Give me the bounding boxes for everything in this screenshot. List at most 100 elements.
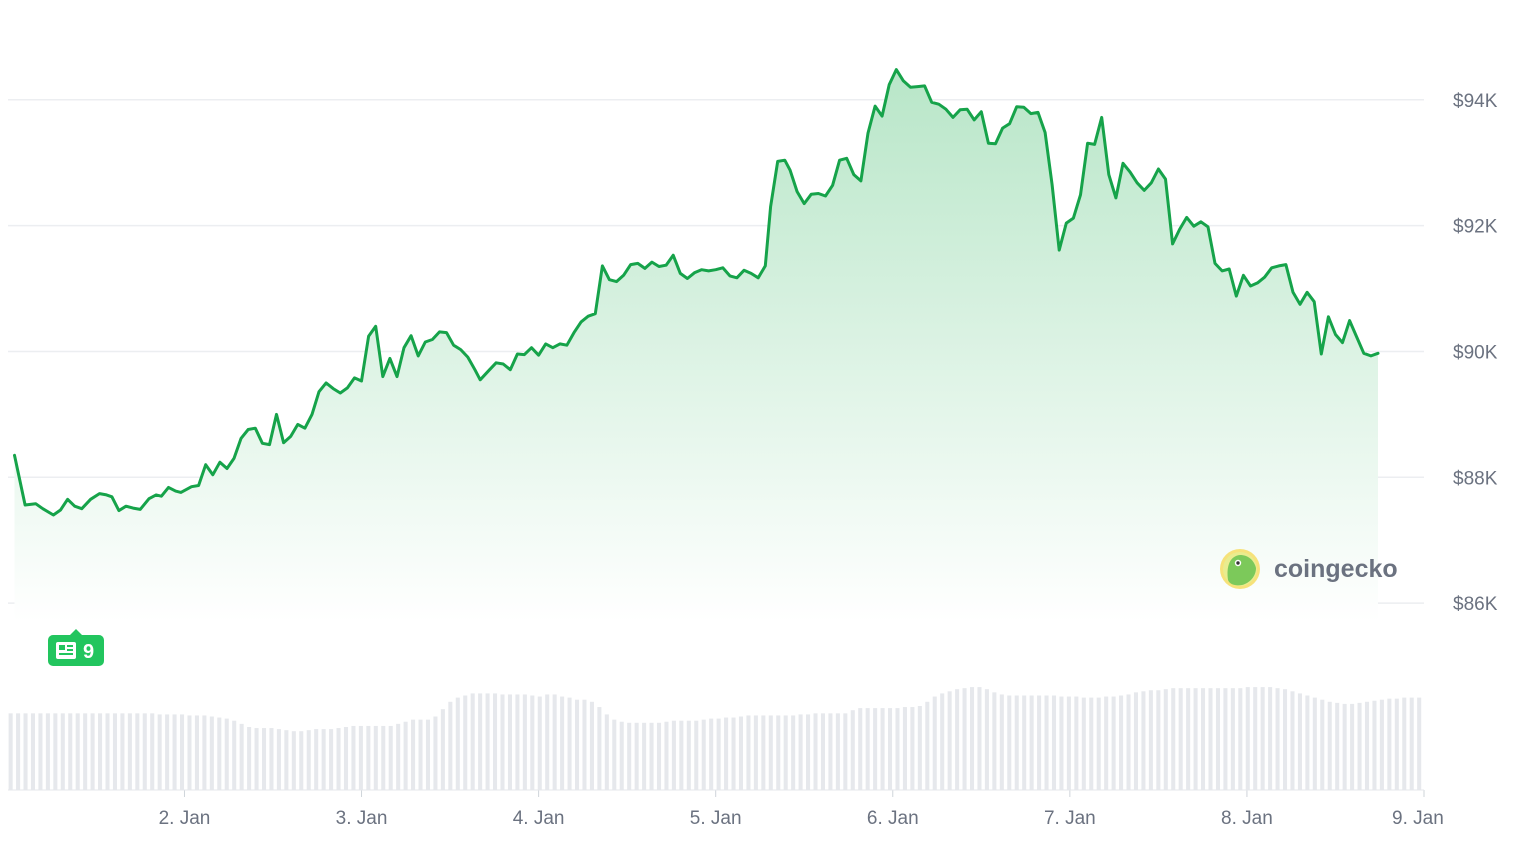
- volume-bar: [910, 707, 915, 790]
- price-point: [860, 180, 862, 182]
- price-point: [1178, 228, 1181, 231]
- volume-bar: [261, 728, 267, 790]
- price-point: [544, 343, 547, 345]
- volume-bar: [388, 725, 393, 790]
- volume-bar: [1290, 691, 1295, 790]
- price-point: [180, 491, 182, 494]
- volume-bar: [895, 708, 900, 790]
- price-point: [240, 437, 242, 440]
- price-point: [714, 268, 717, 271]
- volume-bar: [1051, 695, 1057, 790]
- price-point: [980, 110, 983, 113]
- price-point: [1171, 243, 1174, 245]
- price-point: [566, 344, 568, 347]
- volume-bar: [791, 715, 796, 790]
- volume-bar: [16, 713, 21, 790]
- price-point: [1072, 217, 1075, 219]
- volume-bar: [127, 713, 132, 790]
- volume-bar: [1417, 697, 1422, 790]
- price-point: [580, 321, 582, 323]
- price-point: [629, 263, 632, 266]
- price-point: [509, 368, 512, 371]
- price-point: [784, 159, 786, 161]
- x-axis-ticks: 2. Jan 3. Jan 4. Jan 5. Jan 6. Jan 7. Jan 8. J…: [8, 789, 1444, 829]
- price-point: [1278, 265, 1280, 267]
- x-tick-label: 4. Jan: [513, 808, 565, 829]
- price-point: [916, 85, 919, 88]
- volume-bars: [8, 687, 1422, 790]
- price-point: [98, 492, 101, 495]
- price-point: [52, 514, 55, 516]
- price-point: [523, 353, 526, 356]
- volume-bar: [224, 718, 229, 790]
- volume-bar: [381, 725, 386, 790]
- volume-bar: [709, 718, 714, 790]
- price-point: [1306, 291, 1308, 294]
- price-point: [282, 441, 285, 444]
- price-point: [1136, 182, 1138, 184]
- y-tick-label: $94K: [1453, 91, 1498, 112]
- price-point: [881, 115, 883, 117]
- x-tick-label: 8. Jan: [1221, 808, 1273, 829]
- volume-bar: [537, 696, 542, 790]
- price-point: [959, 109, 961, 111]
- volume-bar: [1223, 688, 1228, 790]
- volume-bar: [1089, 697, 1094, 790]
- price-point: [1122, 162, 1124, 165]
- volume-bar: [202, 715, 207, 790]
- price-point: [1164, 178, 1167, 180]
- volume-bar: [187, 715, 192, 790]
- volume-bar: [1394, 698, 1399, 790]
- price-point: [573, 331, 575, 334]
- brand-name: coingecko: [1274, 555, 1398, 583]
- price-point: [1079, 194, 1082, 196]
- price-point: [831, 184, 834, 187]
- volume-bar: [1037, 695, 1042, 790]
- price-point: [268, 443, 271, 446]
- price-point: [148, 497, 150, 500]
- volume-bar: [1312, 697, 1317, 790]
- volume-bar: [530, 695, 535, 790]
- volume-bar: [1133, 692, 1138, 790]
- price-point: [1327, 316, 1330, 318]
- price-point: [1249, 285, 1252, 287]
- price-point: [1263, 276, 1266, 279]
- price-point: [389, 357, 391, 360]
- price-point: [226, 467, 228, 470]
- volume-bar: [619, 721, 624, 790]
- price-point: [757, 277, 759, 279]
- news-marker[interactable]: 9: [48, 629, 104, 666]
- volume-bar: [411, 719, 416, 790]
- price-point: [1221, 270, 1223, 272]
- volume-bar: [955, 689, 960, 790]
- x-tick-label: 5. Jan: [690, 808, 742, 829]
- price-point: [174, 490, 177, 492]
- volume-bar: [1283, 689, 1288, 790]
- volume-bar: [880, 708, 885, 790]
- volume-bar: [448, 701, 453, 790]
- price-point: [219, 461, 221, 464]
- volume-bar: [1126, 694, 1131, 790]
- price-point: [1044, 131, 1046, 134]
- price-point: [438, 331, 441, 333]
- volume-bar: [366, 725, 371, 790]
- price-point: [474, 368, 476, 371]
- gecko-logo-icon: [1220, 549, 1260, 589]
- volume-bar: [321, 729, 326, 790]
- x-tick-label: 3. Jan: [336, 808, 388, 829]
- price-point: [665, 264, 667, 267]
- price-point: [1270, 267, 1273, 269]
- price-point: [1015, 105, 1018, 108]
- price-point: [1037, 111, 1039, 114]
- price-point: [888, 83, 890, 86]
- volume-bar: [813, 713, 818, 790]
- price-point: [658, 265, 660, 268]
- volume-bar: [314, 729, 319, 790]
- price-point: [1115, 197, 1117, 199]
- price-point: [502, 363, 505, 365]
- price-point: [945, 108, 947, 110]
- price-point: [325, 382, 327, 384]
- price-point: [736, 277, 738, 279]
- y-tick-label: $90K: [1453, 342, 1498, 363]
- volume-bar: [478, 693, 483, 790]
